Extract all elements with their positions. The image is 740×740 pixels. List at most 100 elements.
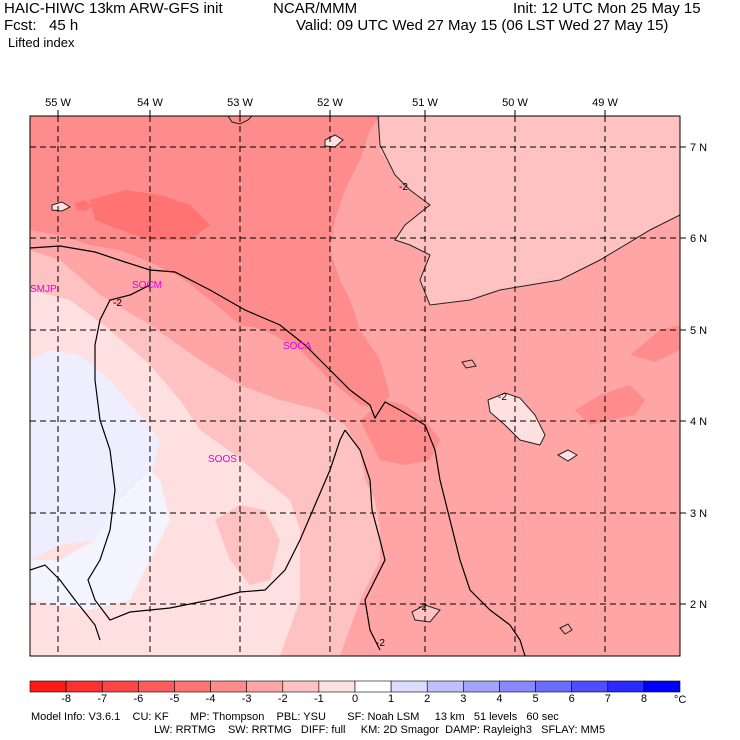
- lon-label-51w: 51 W: [412, 97, 438, 109]
- contour-ne: [377, 116, 680, 306]
- contour-north-blob: [324, 134, 344, 148]
- model-title: HAIC-HIWC 13km ARW-GFS init: [4, 0, 223, 17]
- contour-east-blob-2: [556, 449, 578, 462]
- colorbar-swatch: [643, 680, 681, 693]
- colorbar-swatch: [499, 680, 536, 693]
- colorbar-tick-label: -6: [133, 693, 144, 705]
- lon-label-49w: 49 W: [592, 97, 618, 109]
- colorbar-swatch: [210, 680, 247, 693]
- colorbar-tick-label: -3: [241, 693, 252, 705]
- colorbar-swatch: [463, 680, 500, 693]
- field-positive-west: [30, 350, 160, 560]
- border-lower-left: [30, 564, 101, 641]
- colorbar-swatch: [246, 680, 284, 693]
- colorbar-swatch: [318, 680, 356, 693]
- footer-line-2: LW: RRTMG SW: RRTMG DIFF: full KM: 2D Sm…: [154, 724, 606, 736]
- lat-label-2n: 2 N: [690, 599, 707, 611]
- contour-south-blob: [411, 604, 441, 623]
- field-dark-band: [30, 116, 390, 410]
- contour-lines: [51, 116, 680, 635]
- tick-marks: [57, 110, 686, 605]
- lon-label-54w: 54 W: [137, 97, 163, 109]
- colorbar-tick-label: 4: [496, 693, 503, 705]
- contour-east-blob: [487, 392, 546, 446]
- station-smjp: SMJP: [30, 284, 57, 295]
- contour-small-blob-2: [559, 623, 573, 635]
- field-dark-south: [360, 400, 440, 465]
- lifted-index-field: [30, 116, 680, 656]
- colorbar-swatch: [607, 680, 645, 693]
- lon-label-52w: 52 W: [317, 97, 343, 109]
- field-dark-east: [575, 385, 645, 425]
- org-label: NCAR/MMM: [273, 0, 358, 17]
- field-dark-east-2: [630, 325, 680, 362]
- graticule: [30, 116, 680, 656]
- footer-line-1: Model Info: V3.6.1 CU: KF MP: Thompson P…: [31, 711, 559, 723]
- colorbar-tick-label: -7: [97, 693, 108, 705]
- colorbar-tick-label: 5: [532, 693, 539, 705]
- contour-label: -2: [498, 392, 507, 403]
- colorbar-tick-label: 6: [568, 693, 575, 705]
- contour-value-labels: -2 -2 -2 -2 -2: [113, 182, 507, 649]
- colorbar-tick-label: -8: [61, 693, 71, 705]
- contour-top: [227, 116, 253, 125]
- colorbar-swatch: [426, 680, 464, 693]
- lon-labels: 55 W 54 W 53 W 52 W 51 W 50 W 49 W: [45, 97, 618, 109]
- valid-time: Valid: 09 UTC Wed 27 May 15 (06 LST Wed …: [296, 17, 669, 34]
- field-west-light: [215, 505, 280, 585]
- map-frame: [29, 115, 681, 657]
- colorbar-tick-label: -4: [205, 693, 216, 705]
- colorbar-tick-label: 0: [351, 693, 359, 705]
- colorbar-swatch: [282, 680, 320, 693]
- field-darkest-2: [75, 200, 92, 211]
- lat-label-4n: 4 N: [690, 416, 707, 428]
- coastline: [30, 245, 526, 656]
- colorbar-tick-label: 2: [424, 693, 431, 705]
- contour-label: -2: [418, 602, 427, 613]
- colorbar-swatch: [390, 680, 428, 693]
- lon-label-53w: 53 W: [227, 97, 253, 109]
- lon-label-55w: 55 W: [45, 97, 71, 109]
- coastlines-borders: [30, 245, 526, 656]
- contour-small-blob: [461, 359, 477, 369]
- lat-label-6n: 6 N: [690, 233, 707, 245]
- colorbar-swatch: [101, 680, 139, 693]
- contour-label: -2: [399, 182, 408, 193]
- colorbar-swatch: [535, 680, 572, 693]
- lat-label-3n: 3 N: [690, 508, 707, 520]
- colorbar-unit: °C: [674, 694, 686, 706]
- colorbar-tick-label: 3: [460, 693, 467, 705]
- colorbar-swatch: [174, 680, 211, 693]
- field-name: Lifted index: [8, 35, 75, 50]
- border-south: [344, 429, 386, 651]
- station-soca: SOCA: [283, 341, 312, 352]
- lat-labels: 7 N 6 N 5 N 4 N 3 N 2 N: [690, 142, 707, 611]
- colorbar-swatch: [29, 680, 67, 693]
- lat-label-5n: 5 N: [690, 325, 707, 337]
- colorbar-swatch: [354, 680, 392, 693]
- lat-label-7n: 7 N: [690, 142, 707, 154]
- field-darkest: [90, 190, 210, 240]
- field-ne-light: [380, 116, 680, 305]
- station-soos: SOOS: [208, 454, 237, 465]
- border-west: [87, 270, 346, 621]
- forecast-hour: Fcst: 45 h: [4, 17, 79, 34]
- contour-label: -2: [113, 298, 122, 309]
- colorbar-tick-label: 7: [604, 693, 611, 705]
- colorbar-swatch: [138, 680, 175, 693]
- contour-label: -2: [376, 638, 385, 649]
- colorbar: [29, 680, 681, 693]
- field-blob-east: [488, 393, 545, 445]
- colorbar-swatch: [571, 680, 609, 693]
- station-socm: SOCM: [132, 280, 162, 291]
- contour-nw-blob: [51, 201, 72, 212]
- lon-label-50w: 50 W: [502, 97, 528, 109]
- colorbar-tick-label: 8: [640, 693, 647, 705]
- field-positive-west-2: [30, 470, 170, 610]
- station-labels: SMJP SOCM SOCA SOOS: [30, 280, 312, 465]
- colorbar-swatch: [65, 680, 103, 693]
- init-time: Init: 12 UTC Mon 25 May 15: [513, 0, 701, 17]
- colorbar-tick-label: -5: [169, 693, 180, 705]
- colorbar-tick-label: -1: [313, 693, 324, 705]
